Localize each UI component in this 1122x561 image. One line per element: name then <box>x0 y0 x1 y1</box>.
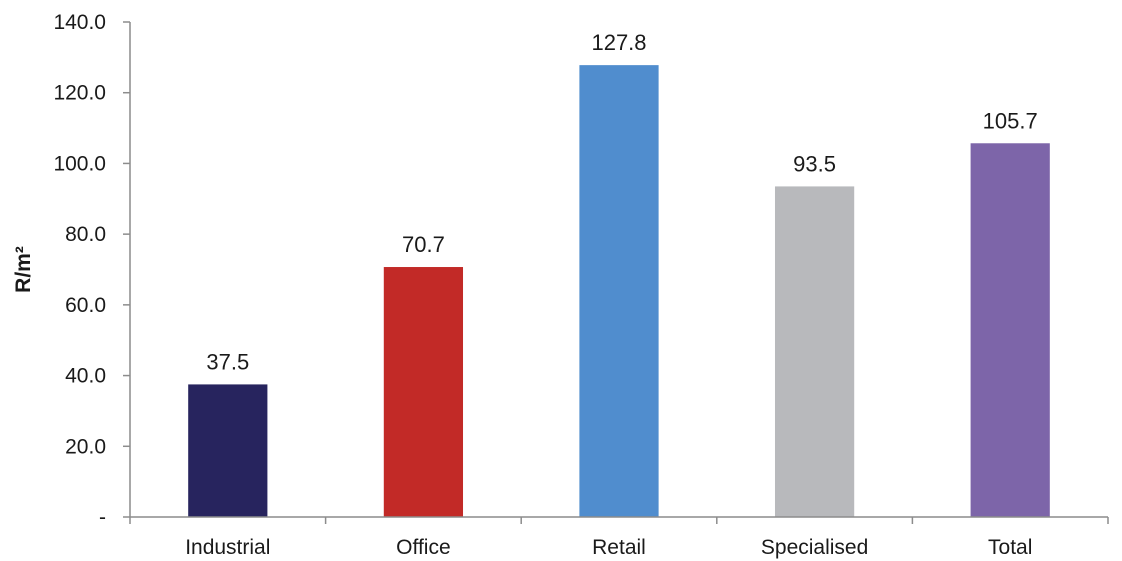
x-tick-label: Office <box>396 536 450 559</box>
y-axis-ticks: - 20.0 40.0 60.0 80.0 100.0 120.0 140.0 <box>53 11 130 529</box>
y-tick-label: 140.0 <box>53 11 106 34</box>
y-tick-label: - <box>99 506 106 529</box>
y-axis-title: R/m² <box>12 246 35 293</box>
x-axis-ticks: Industrial Office Retail Specialised Total <box>129 517 1109 559</box>
data-label-specialised: 93.5 <box>793 151 836 176</box>
bar-office <box>383 267 464 517</box>
data-label-office: 70.7 <box>402 232 445 257</box>
bar-specialised <box>774 186 855 518</box>
y-tick-label: 20.0 <box>65 435 106 458</box>
y-tick-label: 40.0 <box>65 365 106 388</box>
data-labels: 37.5 70.7 127.8 93.5 105.7 <box>206 30 1037 374</box>
bar-series <box>188 65 1050 518</box>
bar-retail <box>579 65 659 517</box>
y-tick-label: 60.0 <box>65 294 106 317</box>
y-tick-label: 120.0 <box>53 82 106 105</box>
x-tick-label: Specialised <box>761 536 868 559</box>
data-label-total: 105.7 <box>983 108 1038 133</box>
x-tick-label: Total <box>988 536 1032 559</box>
data-label-retail: 127.8 <box>591 30 646 55</box>
x-tick-label: Industrial <box>185 536 270 559</box>
bar-total <box>970 143 1050 517</box>
x-tick-label: Retail <box>592 536 646 559</box>
y-tick-label: 80.0 <box>65 223 106 246</box>
data-label-industrial: 37.5 <box>206 349 249 374</box>
bar-industrial <box>188 384 268 517</box>
y-tick-label: 100.0 <box>53 152 106 175</box>
